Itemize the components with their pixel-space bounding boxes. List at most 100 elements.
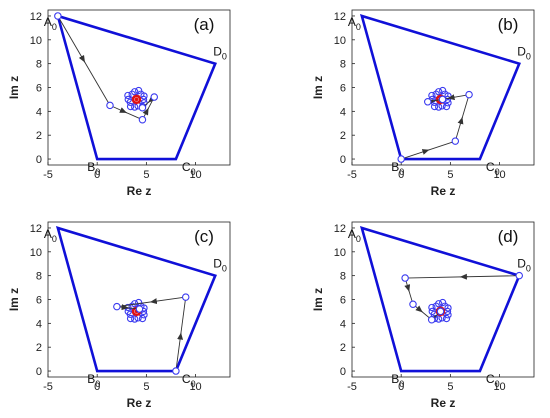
vertex-name: C xyxy=(486,372,495,386)
vertex-label-c: C0 xyxy=(486,372,500,389)
trajectory-arrowhead xyxy=(415,305,424,313)
x-tick-label: -5 xyxy=(43,169,53,181)
cluster-point xyxy=(126,102,135,111)
x-tick-label: -5 xyxy=(43,381,53,393)
y-tick-label: 6 xyxy=(36,295,42,307)
cluster-point xyxy=(435,300,443,308)
vertex-label-a: A0 xyxy=(44,15,57,32)
cluster-point xyxy=(439,86,447,95)
y-tick-label: 8 xyxy=(340,271,346,283)
vertex-subscript: 0 xyxy=(222,264,227,274)
vertex-subscript: 0 xyxy=(356,234,361,244)
cluster-point xyxy=(442,314,451,323)
cluster-point xyxy=(131,103,139,111)
y-tick-label: 10 xyxy=(30,247,42,259)
panel-label: (b) xyxy=(498,15,519,34)
trajectory-point xyxy=(397,155,405,163)
vertex-name: A xyxy=(44,227,52,241)
vertex-subscript: 0 xyxy=(399,379,404,389)
x-tick-label: 0 xyxy=(398,169,404,181)
region-polygon xyxy=(359,14,521,161)
fixed-point-marker xyxy=(134,97,139,102)
y-tick-label: 2 xyxy=(340,130,346,142)
x-axis-label: Re z xyxy=(431,184,456,198)
vertex-name: B xyxy=(391,160,399,174)
vertex-name: D xyxy=(517,45,526,59)
x-tick-label: 10 xyxy=(493,381,505,393)
y-tick-label: 6 xyxy=(340,83,346,95)
cluster-point xyxy=(126,314,135,323)
y-tick-label: 12 xyxy=(334,223,346,235)
vertex-label-b: B0 xyxy=(87,372,100,389)
trajectory-point xyxy=(181,293,190,301)
vertex-subscript: 0 xyxy=(191,167,196,177)
trajectory-point xyxy=(135,305,144,313)
x-tick-label: 0 xyxy=(398,381,404,393)
vertex-subscript: 0 xyxy=(52,234,57,244)
trajectory-point xyxy=(113,302,121,311)
vertex-name: D xyxy=(213,45,222,59)
vertex-subscript: 0 xyxy=(356,22,361,32)
x-tick-label: 10 xyxy=(189,381,201,393)
trajectory-point xyxy=(436,307,445,316)
panel-label: (d) xyxy=(498,227,519,246)
vertex-subscript: 0 xyxy=(495,379,500,389)
y-tick-label: 8 xyxy=(36,59,42,71)
y-axis-label: Im z xyxy=(311,76,325,99)
cluster-point xyxy=(135,86,143,95)
y-tick-label: 0 xyxy=(340,154,346,166)
cluster-point xyxy=(131,315,139,323)
cluster-point xyxy=(428,91,436,100)
x-tick-label: 10 xyxy=(189,169,201,181)
vertex-label-b: B0 xyxy=(391,160,404,177)
trajectory-arrowhead xyxy=(147,95,156,103)
trajectory-point xyxy=(424,98,432,106)
y-tick-label: 12 xyxy=(30,223,42,235)
region-polygon xyxy=(55,14,217,161)
region-polygon xyxy=(55,226,217,373)
trajectory-point xyxy=(138,104,147,112)
trajectory-point xyxy=(409,300,417,309)
x-tick-label: -5 xyxy=(347,169,357,181)
vertex-subscript: 0 xyxy=(399,167,404,177)
cluster-center-point xyxy=(138,96,142,100)
y-tick-label: 4 xyxy=(340,106,346,118)
vertex-subscript: 0 xyxy=(495,167,500,177)
y-axis-label: Im z xyxy=(311,288,325,311)
trajectory-point xyxy=(401,274,409,282)
trajectory-arrowhead xyxy=(177,332,184,340)
cluster-point xyxy=(439,298,447,307)
vertex-label-a: A0 xyxy=(44,227,57,244)
vertex-subscript: 0 xyxy=(95,379,100,389)
trajectory-point xyxy=(451,137,460,145)
trajectory-arrowhead xyxy=(457,116,464,125)
trajectory-point xyxy=(106,101,114,110)
vertex-name: C xyxy=(486,160,495,174)
cluster-point xyxy=(444,311,452,319)
region-polygon xyxy=(359,226,521,373)
vertex-name: C xyxy=(182,372,191,386)
trajectory-point xyxy=(172,367,180,375)
x-axis-label: Re z xyxy=(127,184,152,198)
vertex-name: C xyxy=(182,160,191,174)
vertex-subscript: 0 xyxy=(222,52,227,62)
x-axis-label: Re z xyxy=(431,396,456,410)
cluster-point xyxy=(140,311,148,319)
vertex-name: B xyxy=(87,160,95,174)
y-tick-label: 10 xyxy=(334,35,346,47)
trajectory-point xyxy=(465,90,473,99)
vertex-label-b: B0 xyxy=(87,160,100,177)
y-tick-label: 10 xyxy=(30,35,42,47)
vertex-label-c: C0 xyxy=(486,160,500,177)
trajectory-arrowhead xyxy=(119,107,128,114)
trajectory-arrowhead xyxy=(421,149,430,155)
trajectory-point xyxy=(150,93,158,101)
y-tick-label: 0 xyxy=(340,366,346,378)
y-tick-label: 2 xyxy=(340,342,346,354)
trajectory-point xyxy=(515,271,523,280)
cluster-point xyxy=(428,303,436,312)
